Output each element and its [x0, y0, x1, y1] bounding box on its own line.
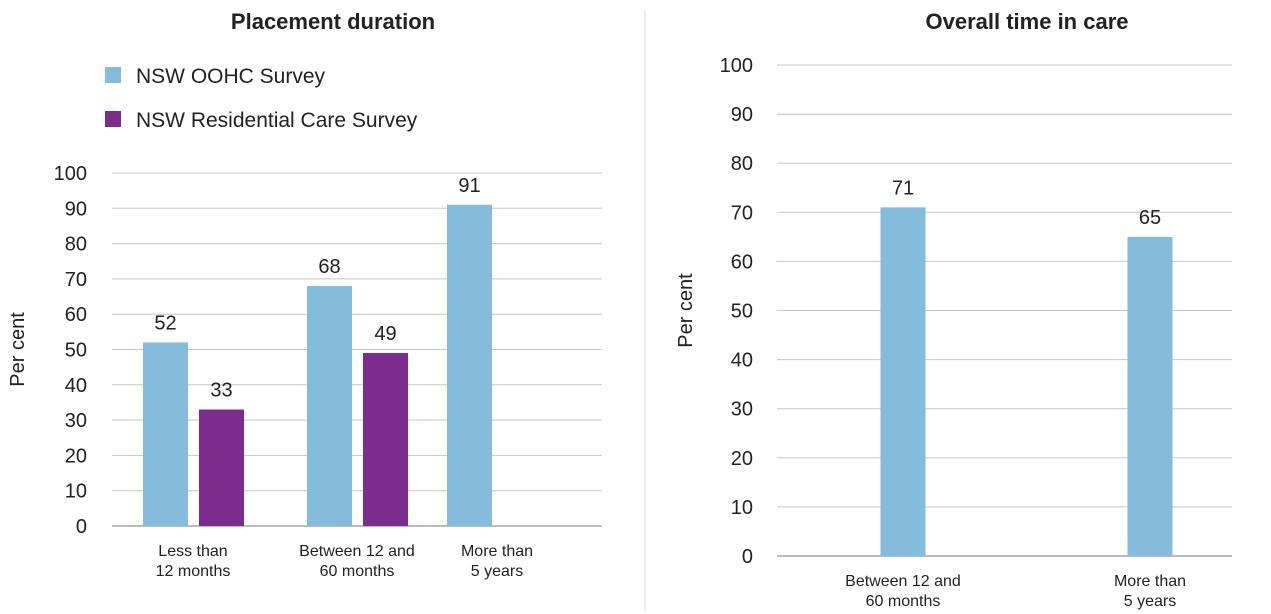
y-tick-label: 60	[65, 304, 87, 326]
y-tick-label: 70	[731, 202, 753, 224]
chart-title: Overall time in care	[926, 9, 1129, 34]
x-tick-label: More than 5 years	[1114, 573, 1186, 610]
legend: NSW OOHC Survey NSW Residential Care Sur…	[105, 65, 418, 132]
chart-title: Placement duration	[231, 9, 435, 34]
bar	[199, 409, 244, 526]
y-tick-label: 50	[731, 301, 753, 323]
legend-swatch-oohc	[105, 67, 121, 83]
y-tick-label: 0	[76, 516, 87, 538]
data-label: 68	[318, 256, 340, 278]
y-tick-label: 100	[54, 163, 87, 185]
data-label: 52	[154, 312, 176, 334]
data-label: 65	[1139, 207, 1161, 229]
x-tick-label: Between 12 and 60 months	[299, 543, 415, 580]
x-tick-label: Between 12 and 60 months	[845, 573, 961, 610]
y-tick-label: 80	[731, 153, 753, 175]
y-tick-label: 50	[65, 340, 87, 362]
y-tick-label: 90	[731, 104, 753, 126]
y-tick-label: 60	[731, 251, 753, 273]
y-axis-label: Per cent	[7, 312, 29, 387]
bar	[1127, 236, 1173, 556]
y-tick-label: 100	[720, 55, 753, 77]
y-tick-label: 30	[65, 410, 87, 432]
y-tick-label: 10	[65, 481, 87, 503]
data-label: 71	[892, 177, 914, 199]
y-tick-label: 0	[742, 546, 753, 568]
y-tick-label: 20	[65, 445, 87, 467]
y-tick-label: 20	[731, 448, 753, 470]
y-tick-label: 10	[731, 497, 753, 519]
bar	[307, 285, 352, 526]
data-label: 49	[374, 323, 396, 345]
data-label: 91	[458, 175, 480, 197]
legend-label-oohc: NSW OOHC Survey	[136, 65, 326, 88]
bar	[143, 342, 188, 526]
legend-label-residential: NSW Residential Care Survey	[136, 109, 418, 132]
overall-time-in-care-chart: Overall time in care 0 10 20 30 40 50 60 70 80 90…	[675, 9, 1232, 610]
y-tick-label: 80	[65, 234, 87, 256]
y-tick-label: 90	[65, 198, 87, 220]
legend-swatch-residential	[105, 111, 121, 127]
x-tick-label: More than 5 years	[461, 543, 533, 580]
y-tick-label: 40	[731, 350, 753, 372]
data-label: 33	[210, 380, 232, 402]
x-tick-label: Less than 12 months	[156, 543, 231, 580]
y-tick-label: 30	[731, 399, 753, 421]
y-tick-label: 70	[65, 269, 87, 291]
bar	[880, 207, 926, 556]
y-tick-label: 40	[65, 375, 87, 397]
placement-duration-chart: Placement duration NSW OOHC Survey NSW R…	[7, 9, 602, 580]
bar	[447, 204, 492, 526]
bar	[363, 353, 408, 526]
y-axis-label: Per cent	[675, 273, 697, 348]
